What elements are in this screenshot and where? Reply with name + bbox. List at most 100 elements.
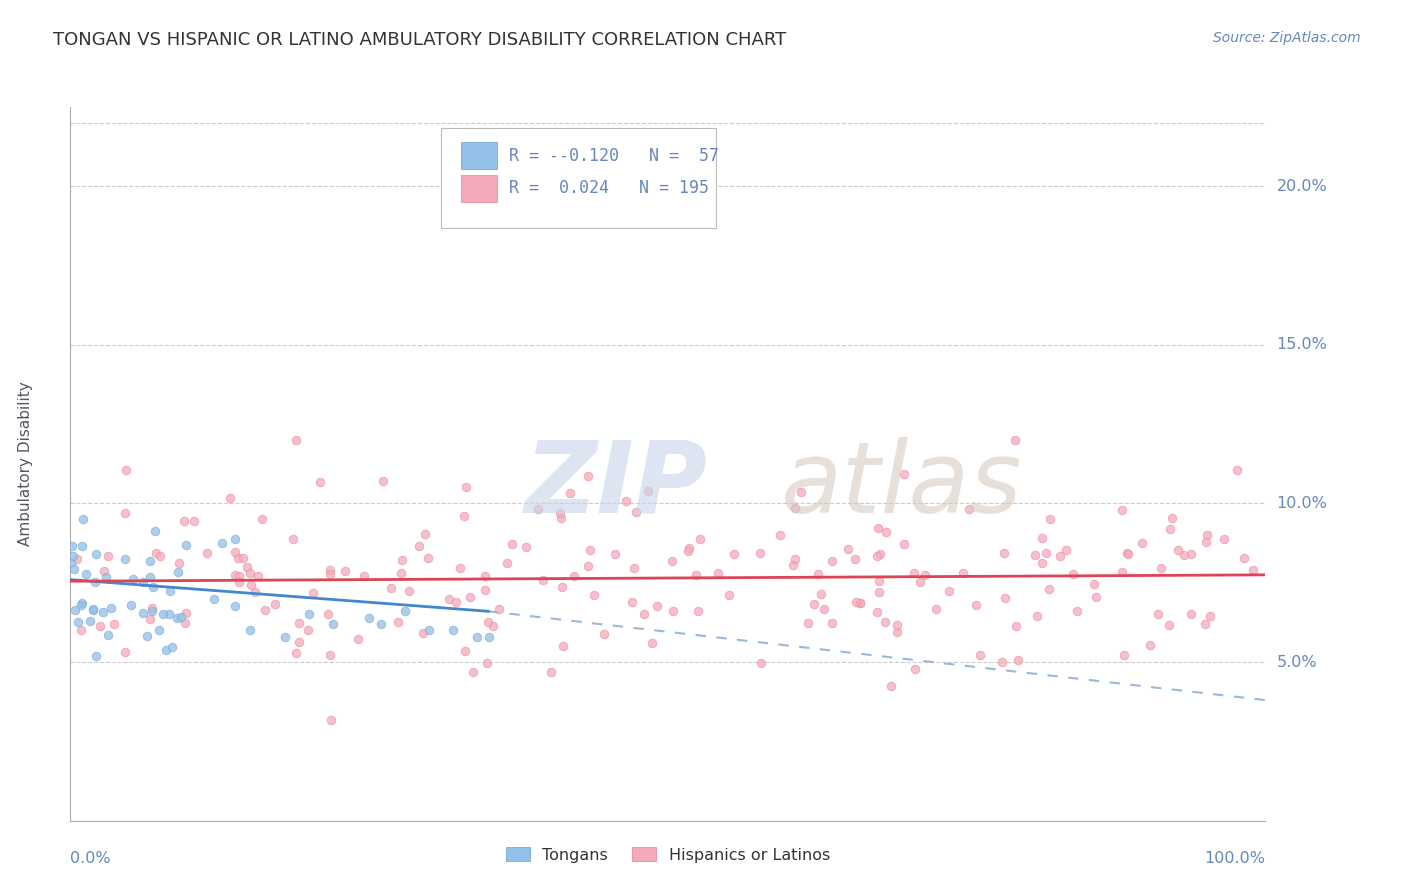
Point (548, 506, 571, 520)
Point (285, 433, 308, 447)
Point (264, 597, 287, 611)
Point (886, 625, 908, 640)
Point (994, 591, 1017, 606)
Point (120, 598, 142, 612)
Point (224, 532, 246, 546)
Point (444, 595, 467, 609)
Point (66, 615, 89, 630)
Point (1195, 528, 1218, 542)
Point (240, 577, 263, 591)
Point (62, 561, 84, 575)
Point (783, 500, 806, 515)
Point (925, 602, 948, 616)
Point (1198, 609, 1220, 624)
Point (281, 532, 304, 546)
Point (540, 665, 562, 680)
Point (576, 469, 599, 483)
Text: atlas: atlas (782, 437, 1024, 533)
Point (868, 574, 890, 588)
Point (100, 601, 122, 615)
Point (408, 539, 430, 553)
Point (59, 556, 82, 570)
Point (224, 567, 246, 582)
Point (849, 596, 872, 610)
Point (72, 512, 94, 526)
Point (380, 582, 402, 596)
Point (139, 570, 162, 584)
Point (1035, 546, 1057, 560)
Point (562, 569, 585, 583)
Point (1062, 566, 1084, 581)
Text: Source: ZipAtlas.com: Source: ZipAtlas.com (1213, 31, 1361, 45)
Point (162, 640, 184, 654)
Point (1083, 576, 1105, 591)
Point (1147, 607, 1170, 622)
Point (866, 605, 889, 619)
Point (1111, 566, 1133, 580)
Point (288, 616, 311, 631)
Point (938, 584, 960, 599)
Point (247, 568, 270, 582)
Point (1130, 536, 1153, 550)
Point (173, 615, 195, 630)
Point (550, 511, 572, 525)
Point (661, 553, 683, 567)
Point (868, 584, 890, 599)
Point (551, 580, 574, 594)
Point (903, 566, 925, 581)
Point (810, 587, 832, 601)
Point (232, 551, 254, 566)
Point (475, 657, 498, 671)
Point (749, 656, 772, 670)
Text: Ambulatory Disability: Ambulatory Disability (18, 382, 34, 546)
Point (623, 561, 645, 575)
Point (288, 635, 311, 649)
Point (371, 474, 394, 488)
Point (821, 554, 844, 568)
Point (136, 628, 159, 642)
Point (1233, 550, 1256, 565)
Point (167, 565, 190, 579)
Point (583, 588, 606, 602)
Point (1167, 542, 1189, 557)
Point (678, 541, 700, 556)
Point (707, 566, 730, 581)
Point (821, 616, 844, 631)
Point (579, 543, 602, 558)
Point (662, 604, 685, 618)
Point (686, 604, 709, 618)
Point (1139, 638, 1161, 652)
Point (1112, 648, 1135, 662)
Text: ZIP: ZIP (524, 437, 707, 533)
Point (952, 566, 974, 581)
Point (1160, 511, 1182, 525)
Point (387, 615, 409, 630)
Point (458, 590, 481, 604)
Point (298, 607, 321, 622)
Point (62, 549, 84, 564)
Point (531, 573, 554, 587)
Point (149, 549, 172, 563)
Point (174, 606, 197, 620)
Point (515, 541, 537, 555)
Point (224, 599, 246, 613)
Point (527, 501, 550, 516)
Point (620, 595, 643, 609)
Point (69, 623, 91, 637)
Point (183, 514, 205, 528)
Point (1116, 546, 1139, 560)
Point (121, 573, 143, 587)
Point (914, 567, 936, 582)
Point (496, 556, 519, 570)
Point (141, 604, 163, 618)
Point (1005, 619, 1028, 633)
Point (478, 630, 501, 644)
Point (285, 647, 308, 661)
Point (1194, 616, 1216, 631)
Point (908, 575, 931, 590)
Point (94, 570, 117, 584)
Point (904, 662, 927, 676)
Point (880, 679, 903, 693)
Point (347, 632, 370, 647)
Point (239, 566, 262, 581)
